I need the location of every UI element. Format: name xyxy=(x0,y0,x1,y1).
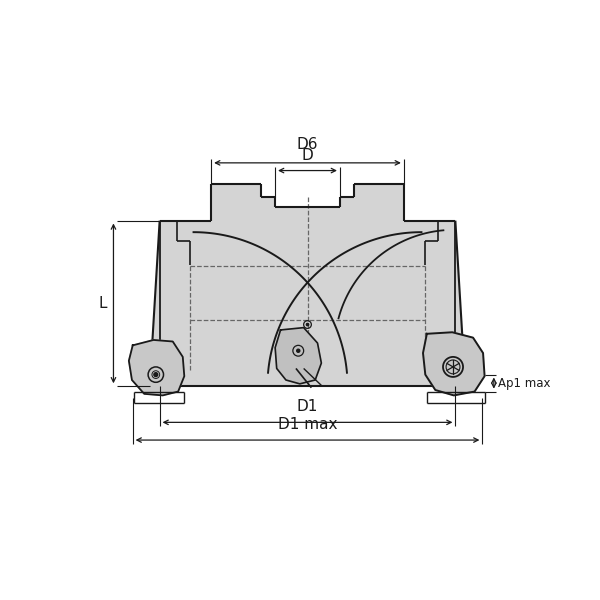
Text: Ap1 max: Ap1 max xyxy=(499,377,551,389)
Circle shape xyxy=(297,349,300,352)
Polygon shape xyxy=(423,332,485,395)
Polygon shape xyxy=(149,184,466,386)
Text: D6: D6 xyxy=(297,137,318,152)
Circle shape xyxy=(307,323,308,326)
Circle shape xyxy=(154,373,158,377)
Text: D1: D1 xyxy=(297,399,318,414)
Text: D: D xyxy=(302,148,313,163)
Text: L: L xyxy=(99,295,107,311)
Polygon shape xyxy=(129,340,184,395)
Text: D1 max: D1 max xyxy=(278,416,337,431)
Polygon shape xyxy=(275,328,322,384)
